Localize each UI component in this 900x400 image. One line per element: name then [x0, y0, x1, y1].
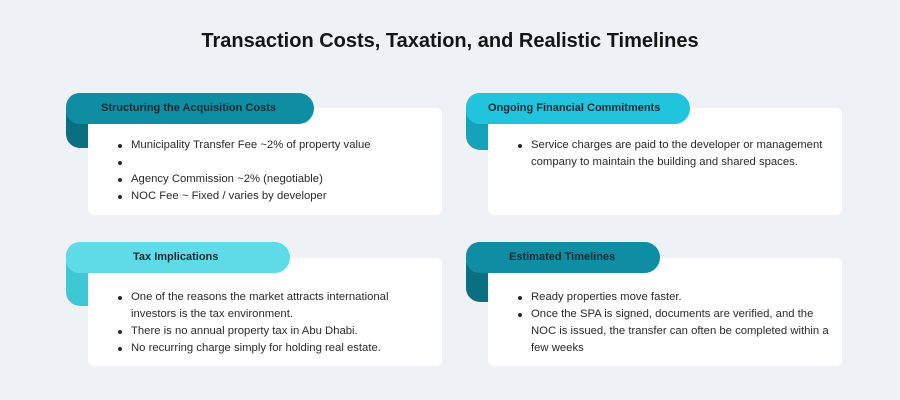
list-item: Service charges are paid to the develope…	[516, 137, 826, 171]
card-heading: Structuring the Acquisition Costs	[101, 102, 276, 114]
tab-header	[466, 242, 660, 273]
bullet-list: Ready properties move faster. Once the S…	[516, 289, 831, 357]
list-item: Municipality Transfer Fee ~2% of propert…	[116, 137, 431, 154]
bullet-list: Municipality Transfer Fee ~2% of propert…	[116, 137, 431, 205]
bullet-list: One of the reasons the market attracts i…	[116, 289, 416, 357]
list-item	[116, 154, 431, 171]
tab-header	[66, 242, 290, 273]
page-title: Transaction Costs, Taxation, and Realist…	[201, 30, 699, 52]
list-item: Ready properties move faster.	[516, 289, 831, 306]
list-item: There is no annual property tax in Abu D…	[116, 323, 416, 340]
card-heading: Ongoing Financial Commitments	[488, 102, 661, 114]
card-body	[488, 258, 842, 366]
list-item: NOC Fee ~ Fixed / varies by developer	[116, 188, 431, 205]
tab-header	[466, 93, 690, 124]
card-body	[488, 108, 842, 215]
card-body	[88, 108, 442, 215]
bullet-list: Service charges are paid to the develope…	[516, 137, 826, 171]
card-heading: Estimated Timelines	[509, 251, 616, 263]
card-body	[88, 258, 442, 366]
list-item: Once the SPA is signed, documents are ve…	[516, 306, 831, 357]
list-item: One of the reasons the market attracts i…	[116, 289, 416, 323]
card-heading: Tax Implications	[133, 251, 219, 263]
list-item: Agency Commission ~2% (negotiable)	[116, 171, 431, 188]
tab-header	[66, 93, 314, 124]
list-item: No recurring charge simply for holding r…	[116, 340, 416, 357]
